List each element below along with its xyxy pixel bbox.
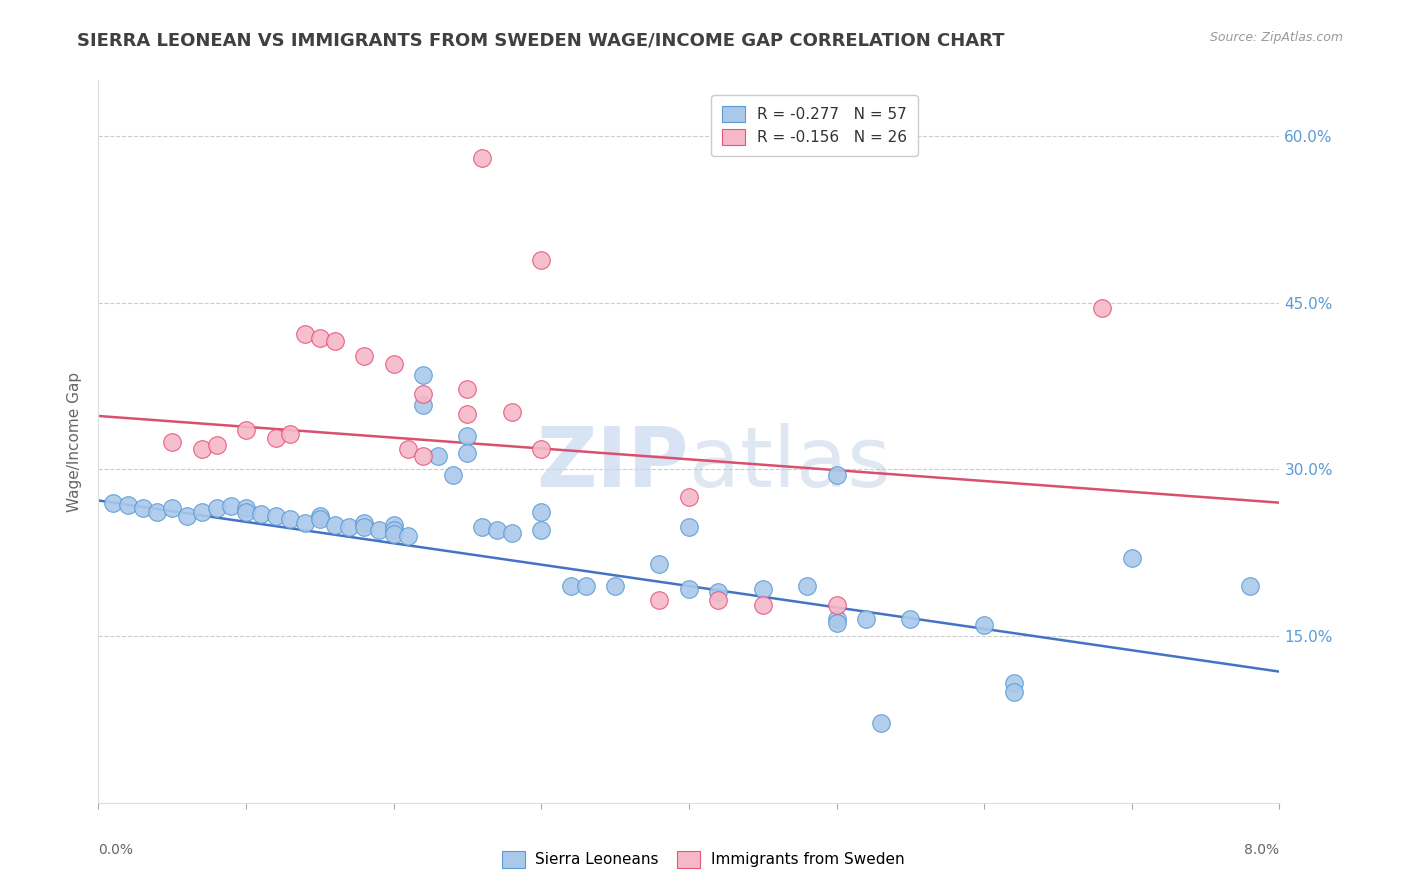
Point	[530, 505, 553, 519]
Point	[309, 508, 332, 523]
Point	[353, 520, 375, 534]
Point	[501, 525, 523, 540]
Point	[280, 512, 302, 526]
Text: SIERRA LEONEAN VS IMMIGRANTS FROM SWEDEN WAGE/INCOME GAP CORRELATION CHART: SIERRA LEONEAN VS IMMIGRANTS FROM SWEDEN…	[77, 31, 1005, 49]
Point	[707, 593, 730, 607]
Point	[235, 424, 257, 438]
Point	[205, 438, 228, 452]
Point	[132, 501, 155, 516]
Point	[353, 349, 375, 363]
Point	[250, 507, 273, 521]
Point	[560, 579, 582, 593]
Point	[146, 505, 169, 519]
Point	[294, 516, 316, 530]
Point	[368, 524, 391, 538]
Point	[264, 431, 287, 445]
Point	[648, 593, 671, 607]
Point	[486, 524, 509, 538]
Point	[235, 501, 257, 516]
Point	[280, 426, 302, 441]
Y-axis label: Wage/Income Gap: Wage/Income Gap	[67, 371, 83, 512]
Point	[1002, 684, 1025, 698]
Text: 0.0%: 0.0%	[98, 843, 134, 856]
Point	[205, 501, 228, 516]
Point	[103, 496, 125, 510]
Point	[309, 331, 332, 345]
Point	[825, 615, 848, 630]
Point	[855, 612, 877, 626]
Point	[191, 442, 214, 457]
Point	[825, 598, 848, 612]
Point	[530, 442, 553, 457]
Point	[973, 618, 995, 632]
Point	[501, 404, 523, 418]
Point	[235, 505, 257, 519]
Point	[1002, 675, 1025, 690]
Point	[457, 382, 479, 396]
Point	[678, 582, 700, 597]
Point	[412, 368, 434, 382]
Point	[471, 151, 494, 165]
Text: 8.0%: 8.0%	[1244, 843, 1279, 856]
Point	[870, 715, 893, 730]
Point	[441, 467, 464, 482]
Point	[309, 512, 332, 526]
Text: Source: ZipAtlas.com: Source: ZipAtlas.com	[1209, 31, 1343, 45]
Point	[117, 498, 139, 512]
Point	[176, 508, 198, 523]
Point	[191, 505, 214, 519]
Point	[648, 557, 671, 571]
Point	[221, 499, 243, 513]
Point	[457, 407, 479, 421]
Point	[382, 357, 405, 371]
Point	[825, 612, 848, 626]
Point	[398, 442, 420, 457]
Legend: Sierra Leoneans, Immigrants from Sweden: Sierra Leoneans, Immigrants from Sweden	[495, 845, 911, 873]
Point	[264, 508, 287, 523]
Point	[382, 517, 405, 532]
Point	[162, 434, 183, 449]
Point	[752, 582, 775, 597]
Point	[323, 334, 346, 349]
Point	[1091, 301, 1114, 315]
Point	[412, 386, 434, 401]
Point	[398, 529, 420, 543]
Text: atlas: atlas	[689, 423, 890, 504]
Point	[605, 579, 627, 593]
Legend: R = -0.277   N = 57, R = -0.156   N = 26: R = -0.277 N = 57, R = -0.156 N = 26	[711, 95, 918, 156]
Point	[353, 516, 375, 530]
Point	[530, 253, 553, 268]
Point	[382, 526, 405, 541]
Point	[900, 612, 922, 626]
Point	[294, 326, 316, 341]
Point	[382, 524, 405, 538]
Point	[339, 520, 361, 534]
Text: ZIP: ZIP	[537, 423, 689, 504]
Point	[427, 449, 450, 463]
Point	[1121, 551, 1143, 566]
Point	[752, 598, 775, 612]
Point	[1239, 579, 1261, 593]
Point	[530, 524, 553, 538]
Point	[575, 579, 598, 593]
Point	[162, 501, 183, 516]
Point	[678, 490, 700, 504]
Point	[471, 520, 494, 534]
Point	[457, 445, 479, 459]
Point	[707, 584, 730, 599]
Point	[825, 467, 848, 482]
Point	[412, 449, 434, 463]
Point	[678, 520, 700, 534]
Point	[412, 398, 434, 412]
Point	[796, 579, 818, 593]
Point	[323, 517, 346, 532]
Point	[457, 429, 479, 443]
